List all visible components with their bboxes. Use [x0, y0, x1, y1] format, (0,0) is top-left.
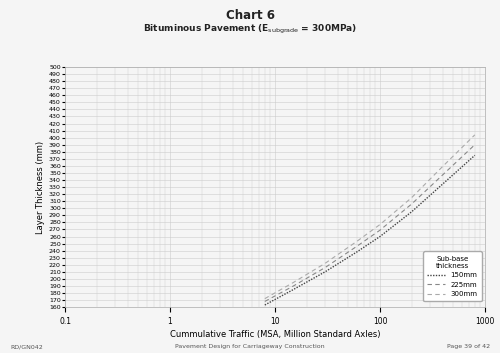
- Y-axis label: Layer Thickness (mm): Layer Thickness (mm): [36, 140, 45, 234]
- 225mm: [322, 265, 328, 270]
- 300mm: [377, 222, 383, 227]
- 225mm: [472, 143, 478, 147]
- 225mm: [408, 202, 414, 206]
- 225mm: [440, 172, 446, 176]
- Line: 225mm: 225mm: [265, 145, 475, 301]
- 300mm: [262, 297, 268, 301]
- 300mm: [440, 164, 446, 168]
- 300mm: [322, 261, 328, 265]
- 150mm: [262, 303, 268, 307]
- 225mm: [262, 299, 268, 304]
- 300mm: [290, 280, 296, 285]
- 150mm: [472, 153, 478, 157]
- 300mm: [408, 196, 414, 200]
- 300mm: [472, 133, 478, 137]
- Legend: 150mm, 225mm, 300mm: 150mm, 225mm, 300mm: [424, 251, 482, 301]
- 225mm: [354, 244, 360, 249]
- Line: 300mm: 300mm: [265, 135, 475, 299]
- 150mm: [354, 250, 360, 254]
- Text: Page 39 of 42: Page 39 of 42: [447, 345, 490, 349]
- 150mm: [290, 287, 296, 292]
- 225mm: [377, 228, 383, 232]
- Line: 150mm: 150mm: [265, 155, 475, 305]
- 150mm: [440, 181, 446, 186]
- Text: Bituminous Pavement (E$_{\rm subgrade}$ = 300MPa): Bituminous Pavement (E$_{\rm subgrade}$ …: [143, 23, 357, 36]
- X-axis label: Cummulative Traffic (MSA, Million Standard Axles): Cummulative Traffic (MSA, Million Standa…: [170, 330, 380, 339]
- 150mm: [377, 234, 383, 239]
- Text: Chart 6: Chart 6: [226, 9, 274, 22]
- 225mm: [290, 284, 296, 288]
- Text: Pavement Design for Carriageway Construction: Pavement Design for Carriageway Construc…: [175, 345, 325, 349]
- Text: RD/GN042: RD/GN042: [10, 345, 43, 349]
- 300mm: [354, 239, 360, 244]
- 150mm: [322, 270, 328, 274]
- 150mm: [408, 210, 414, 214]
